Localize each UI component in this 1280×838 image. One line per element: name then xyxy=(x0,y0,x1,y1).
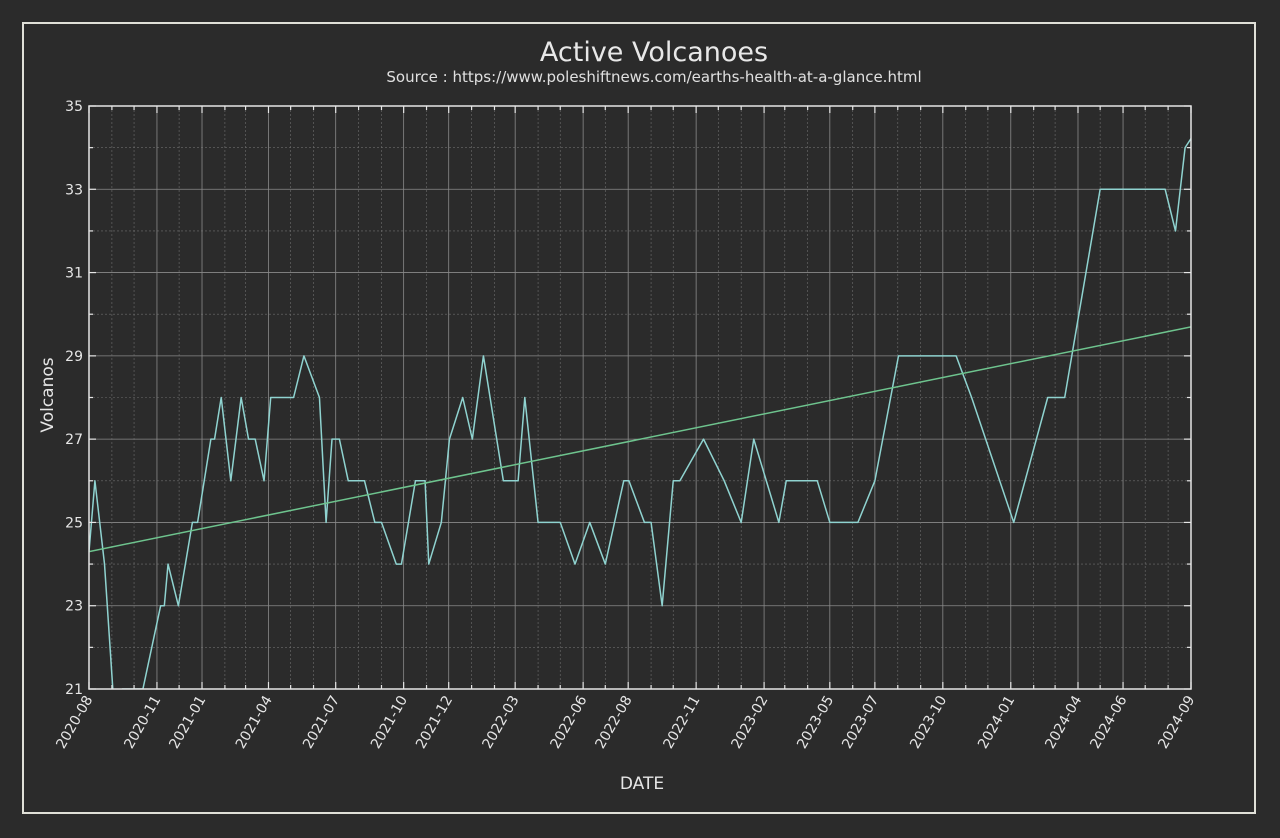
y-tick-label: 29 xyxy=(65,349,83,365)
x-tick-label: 2021-01 xyxy=(166,693,209,752)
y-tick-label: 21 xyxy=(65,682,83,698)
x-tick-label: 2023-10 xyxy=(907,693,950,752)
x-tick-label: 2023-02 xyxy=(728,693,771,752)
chart-frame xyxy=(22,22,1256,814)
chart-title: Active Volcanoes xyxy=(540,37,768,68)
x-tick-label: 2024-06 xyxy=(1087,693,1130,752)
x-tick-label: 2022-08 xyxy=(593,693,636,752)
trend-line xyxy=(89,326,1191,553)
y-tick-label: 33 xyxy=(65,182,83,198)
y-tick-label: 23 xyxy=(65,599,83,615)
chart-subtitle: Source : https://www.poleshiftnews.com/e… xyxy=(386,68,921,86)
x-tick-label: 2022-06 xyxy=(547,693,590,752)
x-tick-label: 2024-09 xyxy=(1155,693,1198,752)
x-tick-label: 2020-08 xyxy=(53,693,96,752)
y-tick-label: 35 xyxy=(65,99,83,115)
x-tick-label: 2021-12 xyxy=(413,693,456,752)
y-tick-label: 25 xyxy=(65,515,83,531)
x-tick-label: 2024-04 xyxy=(1042,693,1085,752)
x-tick-label: 2022-11 xyxy=(660,693,703,752)
grid xyxy=(88,105,1192,690)
x-tick-label: 2021-10 xyxy=(368,693,411,752)
x-tick-label: 2023-07 xyxy=(839,693,882,752)
x-tick-label: 2021-04 xyxy=(233,693,276,752)
x-tick-label: 2021-07 xyxy=(300,693,343,752)
y-axis-label: Volcanos xyxy=(38,357,58,432)
y-tick-labels: 21 23 25 27 29 31 33 35 xyxy=(65,99,83,698)
x-tick-labels: 2020-08 2020-11 2021-01 2021-04 2021-07 2021-… xyxy=(53,693,1198,752)
data-series-line xyxy=(89,137,1191,689)
x-tick-label: 2023-05 xyxy=(794,693,837,752)
y-tick-label: 31 xyxy=(65,266,83,282)
series-group xyxy=(89,137,1191,689)
x-tick-label: 2022-03 xyxy=(480,693,523,752)
ticks xyxy=(88,105,1192,690)
x-tick-label: 2024-01 xyxy=(975,693,1018,752)
x-axis-label: DATE xyxy=(620,774,664,794)
y-tick-label: 27 xyxy=(65,432,83,448)
x-tick-label: 2020-11 xyxy=(121,693,164,752)
